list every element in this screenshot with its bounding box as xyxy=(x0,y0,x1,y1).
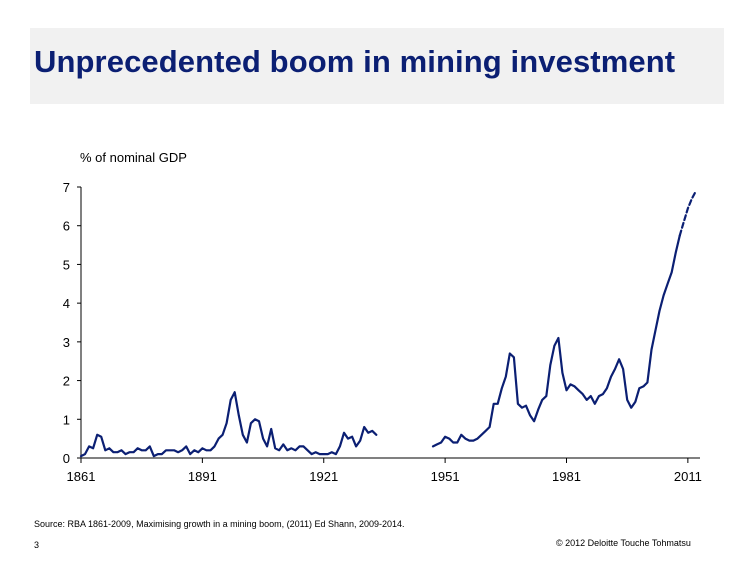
title-band xyxy=(30,28,724,104)
y-tick-label: 6 xyxy=(63,219,70,234)
y-tick-label: 7 xyxy=(63,180,70,195)
series-line xyxy=(431,234,681,448)
x-tick-label: 1951 xyxy=(431,469,460,484)
x-tick-label: 1891 xyxy=(188,469,217,484)
y-tick-label: 3 xyxy=(63,335,70,350)
x-tick-label: 1921 xyxy=(309,469,338,484)
source-note: Source: RBA 1861-2009, Maximising growth… xyxy=(34,519,405,529)
copyright-note: © 2012 Deloitte Touche Tohmatsu xyxy=(556,538,691,548)
y-tick-label: 5 xyxy=(63,257,70,272)
x-tick-label: 1981 xyxy=(552,469,581,484)
y-axis-label: % of nominal GDP xyxy=(80,150,187,165)
page-number: 3 xyxy=(34,540,40,550)
y-tick-label: 1 xyxy=(63,412,70,427)
y-tick-label: 0 xyxy=(63,451,70,466)
page-title: Unprecedented boom in mining investment xyxy=(34,44,676,79)
y-tick-label: 4 xyxy=(63,296,70,311)
x-tick-label: 2011 xyxy=(674,469,702,484)
y-tick-label: 2 xyxy=(63,374,70,389)
series-line xyxy=(79,391,378,458)
x-tick-label: 1861 xyxy=(67,469,96,484)
forecast-line xyxy=(678,189,698,237)
